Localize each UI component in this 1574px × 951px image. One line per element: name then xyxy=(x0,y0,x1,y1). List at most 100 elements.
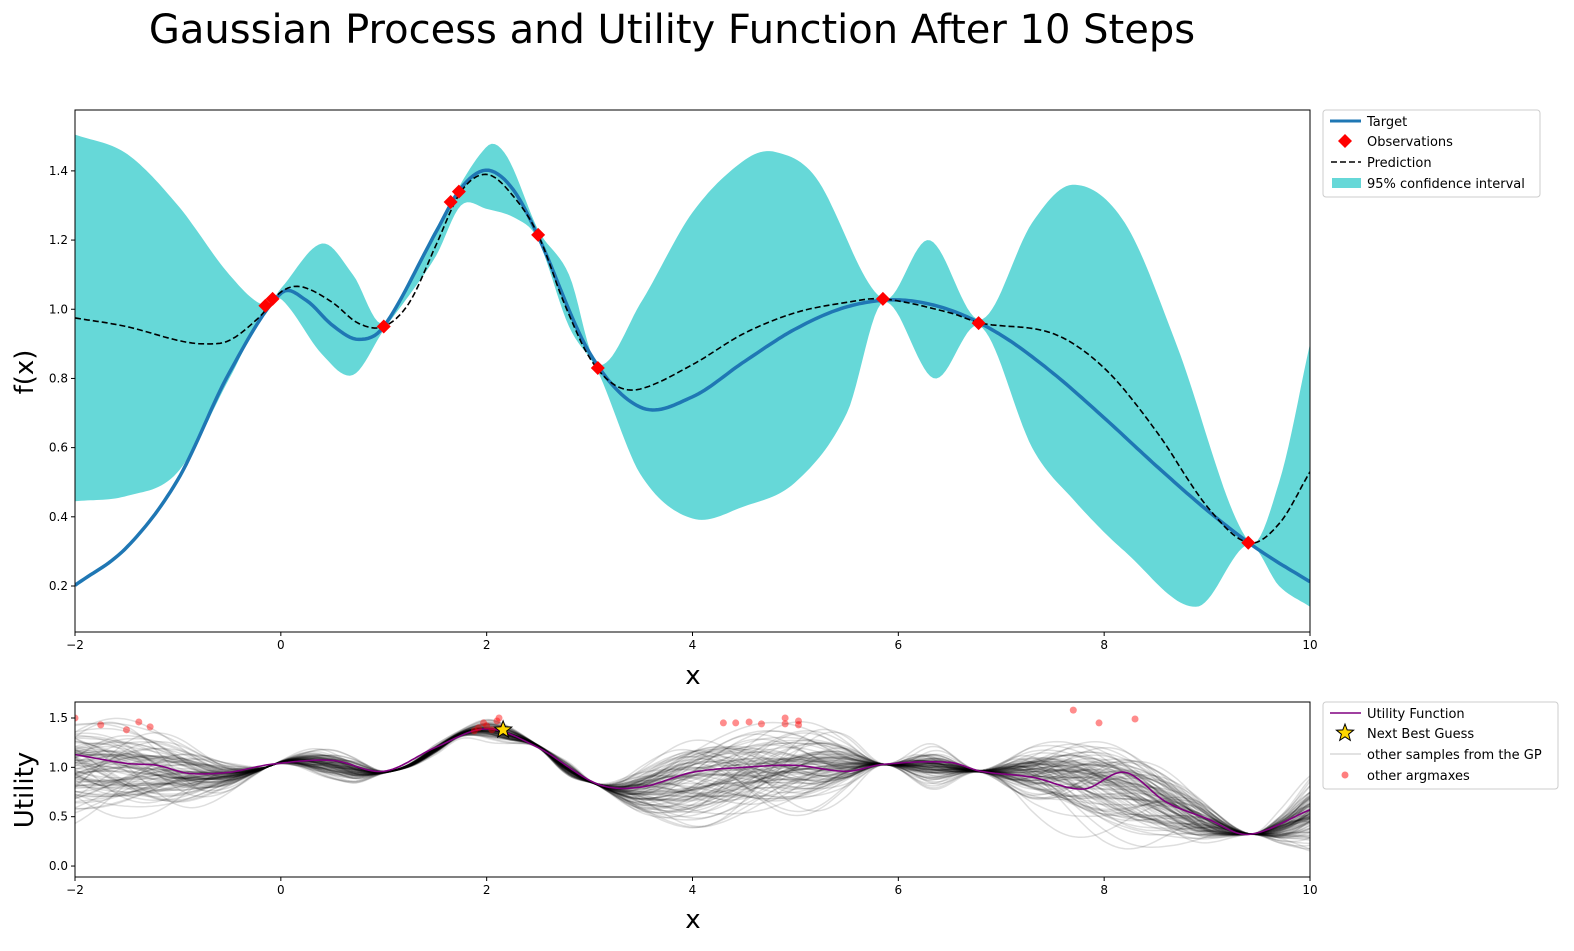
observation-point xyxy=(376,319,391,334)
argmax-point xyxy=(1069,706,1077,714)
gp-sample-line xyxy=(75,724,1310,835)
gp-sample-line xyxy=(75,728,1310,835)
legend-confidence-label: 95% confidence interval xyxy=(1367,177,1525,192)
gp-ytick-label: 0.6 xyxy=(49,441,68,455)
gp-sample-line xyxy=(75,731,1310,835)
observation-point xyxy=(590,361,605,376)
argmax-point xyxy=(146,723,154,731)
gp-sample-line xyxy=(75,733,1310,838)
argmax-point xyxy=(495,714,503,722)
utility-ylabel: Utility xyxy=(10,752,40,828)
gp-sample-line xyxy=(75,727,1310,835)
argmax-point xyxy=(795,721,803,729)
observation-point xyxy=(443,195,458,210)
legend-samples-label: other samples from the GP xyxy=(1367,748,1542,763)
gp-sample-line xyxy=(75,731,1310,835)
legend-target-label: Target xyxy=(1366,115,1407,130)
observation-point xyxy=(1241,535,1256,550)
legend-confidence-swatch xyxy=(1332,178,1361,188)
argmax-point xyxy=(795,717,803,725)
target-line xyxy=(75,168,1310,587)
argmax-point xyxy=(97,721,105,729)
gp-sample-line xyxy=(75,730,1310,837)
gp-sample-line xyxy=(75,727,1310,835)
gp-xtick-label: 0 xyxy=(277,638,285,652)
gp-sample-line xyxy=(75,729,1310,835)
utility-ytick-label: 0.5 xyxy=(49,810,68,824)
gp-sample-line xyxy=(75,734,1310,839)
gp-sample-line xyxy=(75,723,1310,835)
gp-sample-line xyxy=(75,725,1310,836)
gp-sample-line xyxy=(75,719,1310,835)
gp-xlabel: x xyxy=(685,661,700,691)
utility-xtick-label: 6 xyxy=(895,883,903,897)
gp-sample-line xyxy=(75,731,1310,837)
gp-sample-line xyxy=(75,728,1310,835)
gp-sample-line xyxy=(75,726,1310,835)
argmax-point xyxy=(474,724,482,732)
prediction-line xyxy=(75,173,1310,544)
legend-observations-swatch xyxy=(1338,134,1352,148)
utility-plot: −2 0 2 4 6 8 10 0.0 0.5 1.0 1.5 x Utility xyxy=(10,701,1318,935)
gp-sample-line xyxy=(75,728,1310,840)
gp-xtick-label: 2 xyxy=(483,638,491,652)
legend-argmax-swatch xyxy=(1341,771,1349,779)
utility-ytick-label: 1.5 xyxy=(49,711,68,725)
gp-xtick-label: 10 xyxy=(1302,638,1317,652)
gp-sample-line xyxy=(75,733,1310,843)
observation-point xyxy=(451,184,466,199)
observation-point xyxy=(971,316,986,331)
utility-xtick-label: 4 xyxy=(689,883,697,897)
argmax-point xyxy=(781,720,789,728)
observation-point xyxy=(265,291,280,306)
legend-observations-label: Observations xyxy=(1367,135,1453,150)
argmax-point xyxy=(122,726,130,734)
argmax-point xyxy=(719,719,727,727)
utility-xlabel: x xyxy=(685,905,700,935)
gp-sample-line xyxy=(75,727,1310,835)
gp-sample-line xyxy=(75,729,1310,838)
gp-sample-line xyxy=(75,721,1310,835)
chart-title: Gaussian Process and Utility Function Af… xyxy=(149,7,1195,53)
observation-point xyxy=(531,227,546,242)
argmax-point xyxy=(480,719,488,727)
gp-sample-line xyxy=(75,732,1310,835)
argmax-point xyxy=(488,726,496,734)
argmax-point xyxy=(483,722,491,730)
gp-sample-line xyxy=(75,730,1310,835)
gp-legend: Target Observations Prediction 95% confi… xyxy=(1322,109,1541,198)
utility-xtick-label: −2 xyxy=(66,883,84,897)
argmax-point xyxy=(745,718,753,726)
observation-point xyxy=(875,291,890,306)
utility-xtick-label: 2 xyxy=(483,883,491,897)
gp-ytick-label: 0.4 xyxy=(49,510,68,524)
gp-sample-line xyxy=(75,732,1310,835)
gp-sample-line xyxy=(75,733,1310,836)
gp-ylabel: f(x) xyxy=(10,350,40,395)
gp-sample-line xyxy=(75,727,1310,835)
gp-xtick-label: 4 xyxy=(689,638,697,652)
gp-xtick-label: 8 xyxy=(1100,638,1108,652)
utility-ytick-label: 0.0 xyxy=(49,859,68,873)
gp-sample-line xyxy=(75,728,1310,835)
utility-xtick-label: 10 xyxy=(1302,883,1317,897)
legend-argmax-label: other argmaxes xyxy=(1367,769,1470,784)
argmax-point xyxy=(781,714,789,722)
argmax-point xyxy=(470,727,478,735)
confidence-interval-band xyxy=(75,134,1310,607)
utility-legend: Utility Function Next Best Guess other s… xyxy=(1322,701,1559,790)
utility-xtick-label: 0 xyxy=(277,883,285,897)
gp-sample-line xyxy=(75,727,1310,835)
gp-sample-line xyxy=(75,727,1310,836)
gp-sample-line xyxy=(75,728,1310,835)
gp-sample-line xyxy=(75,723,1310,835)
legend-utility-label: Utility Function xyxy=(1367,707,1465,722)
gp-sample-line xyxy=(75,728,1310,835)
legend-star-icon xyxy=(1335,722,1355,742)
argmax-point xyxy=(75,714,79,722)
legend-star-label: Next Best Guess xyxy=(1367,727,1474,742)
gp-sample-line xyxy=(75,728,1310,835)
gp-ytick-label: 1.4 xyxy=(49,164,68,178)
gp-sample-line xyxy=(75,719,1310,836)
gp-sample-line xyxy=(75,725,1310,847)
